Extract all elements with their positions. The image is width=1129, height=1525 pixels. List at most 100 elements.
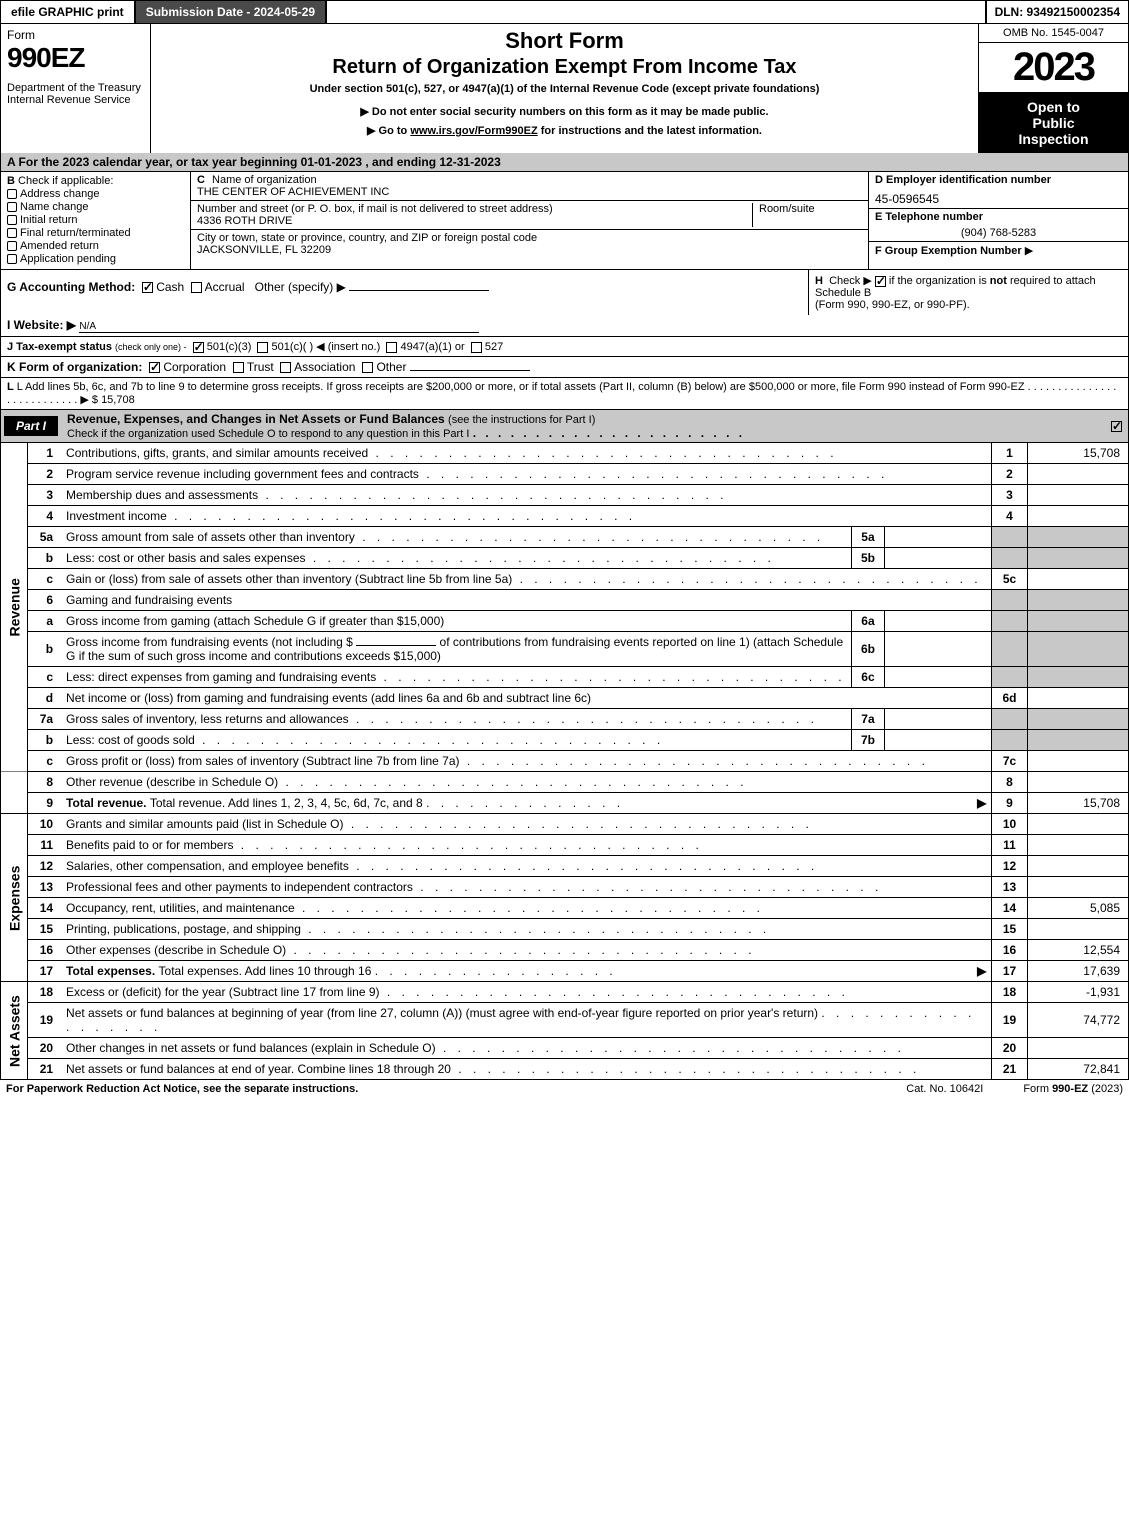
chk-initial-return[interactable]: Initial return [7, 214, 184, 226]
line-rnum: 11 [992, 835, 1027, 856]
line-rval-shade [1027, 632, 1128, 667]
accrual-label: Accrual [205, 280, 245, 294]
topbar: efile GRAPHIC print Submission Date - 20… [0, 0, 1129, 24]
line-rval: 17,639 [1027, 961, 1128, 982]
dln-label: DLN: 93492150002354 [985, 1, 1128, 23]
line-rnum: 9 [992, 793, 1027, 814]
line-rnum: 8 [992, 772, 1027, 793]
chk-cash[interactable] [142, 282, 153, 293]
chk-accrual[interactable] [191, 282, 202, 293]
line-rval-shade [1027, 709, 1128, 730]
line-rval: 12,554 [1027, 940, 1128, 961]
line-rval-shade [1027, 611, 1128, 632]
chk-501c[interactable] [257, 342, 268, 353]
line-num: a [28, 611, 62, 632]
line-num: c [28, 667, 62, 688]
l-amount: $ 15,708 [92, 394, 135, 406]
line-rnum: 19 [992, 1003, 1027, 1038]
line-rnum: 7c [992, 751, 1027, 772]
line-rval [1027, 856, 1128, 877]
netassets-sidelabel: Net Assets [1, 982, 28, 1080]
row-k-form-of-org: K Form of organization: Corporation Trus… [0, 356, 1129, 377]
line-midval [885, 667, 992, 688]
line-desc: Total expenses. Total expenses. Add line… [61, 961, 992, 982]
inspect-line3: Inspection [983, 131, 1124, 147]
line-desc: Printing, publications, postage, and shi… [61, 919, 992, 940]
street-value: 4336 ROTH DRIVE [197, 215, 292, 227]
line-desc: Membership dues and assessments [61, 485, 992, 506]
line-rval [1027, 919, 1128, 940]
line-num: c [28, 751, 62, 772]
opt-501c-insert: ◀ (insert no.) [316, 341, 380, 353]
line-rval [1027, 506, 1128, 527]
line-midval [885, 548, 992, 569]
line-rval [1027, 464, 1128, 485]
irs-link[interactable]: www.irs.gov/Form990EZ [410, 125, 537, 137]
line-num: 11 [28, 835, 62, 856]
chk-application-pending[interactable]: Application pending [7, 253, 184, 265]
chk-association[interactable] [280, 362, 291, 373]
part1-title: Revenue, Expenses, and Changes in Net As… [67, 412, 445, 426]
line-desc: Gain or (loss) from sale of assets other… [61, 569, 992, 590]
line-num: 5a [28, 527, 62, 548]
line-midnum: 7b [851, 730, 885, 751]
h-text4: (Form 990, 990-EZ, or 990-PF). [815, 299, 970, 311]
inspect-line1: Open to [983, 99, 1124, 115]
opt-501c3: 501(c)(3) [207, 341, 252, 353]
line-rnum: 12 [992, 856, 1027, 877]
chk-other-org[interactable] [362, 362, 373, 373]
city-value: JACKSONVILLE, FL 32209 [197, 244, 331, 256]
page-footer: For Paperwork Reduction Act Notice, see … [0, 1080, 1129, 1098]
chk-final-return[interactable]: Final return/terminated [7, 227, 184, 239]
line-midval [885, 632, 992, 667]
opt-4947: 4947(a)(1) or [400, 341, 464, 353]
part1-sub: Check if the organization used Schedule … [67, 428, 469, 440]
f-label: F Group Exemption Number [875, 245, 1022, 257]
j-label: J Tax-exempt status [7, 341, 112, 353]
g-left: G Accounting Method: Cash Accrual Other … [1, 270, 808, 315]
line-desc: Net income or (loss) from gaming and fun… [61, 688, 992, 709]
c-letter: C [197, 174, 205, 186]
h-text2: if the organization is [889, 275, 990, 287]
chk-501c3[interactable] [193, 342, 204, 353]
col-c-org-info: C Name of organization THE CENTER OF ACH… [191, 172, 868, 269]
header-left: Form 990EZ Department of the Treasury In… [1, 24, 151, 153]
efile-print-button[interactable]: efile GRAPHIC print [1, 1, 136, 23]
line-rval: -1,931 [1027, 982, 1128, 1003]
line-midnum: 6a [851, 611, 885, 632]
chk-4947[interactable] [386, 342, 397, 353]
line-rnum: 10 [992, 814, 1027, 835]
section-bcd: B Check if applicable: Address change Na… [0, 172, 1129, 270]
chk-corporation[interactable] [149, 362, 160, 373]
line-rval [1027, 688, 1128, 709]
line-rval [1027, 1038, 1128, 1059]
chk-address-change[interactable]: Address change [7, 188, 184, 200]
line-midnum: 6b [851, 632, 885, 667]
topbar-spacer [327, 1, 984, 23]
line-rval [1027, 772, 1128, 793]
inspect-line2: Public [983, 115, 1124, 131]
line-rnum: 6d [992, 688, 1027, 709]
line-num: c [28, 569, 62, 590]
chk-527[interactable] [471, 342, 482, 353]
submission-date-button[interactable]: Submission Date - 2024-05-29 [136, 1, 327, 23]
chk-trust[interactable] [233, 362, 244, 373]
subtitle: Under section 501(c), 527, or 4947(a)(1)… [161, 83, 968, 95]
chk-schedule-b-not-required[interactable] [875, 276, 886, 287]
line-num: 18 [28, 982, 62, 1003]
dept-treasury: Department of the Treasury [7, 82, 144, 94]
line-desc: Other changes in net assets or fund bala… [61, 1038, 992, 1059]
line-desc: Occupancy, rent, utilities, and maintena… [61, 898, 992, 919]
line-rnum: 18 [992, 982, 1027, 1003]
opt-corporation: Corporation [163, 360, 226, 374]
line-num: 3 [28, 485, 62, 506]
line-num: 8 [28, 772, 62, 793]
line-midnum: 5a [851, 527, 885, 548]
chk-schedule-o-part1[interactable] [1111, 421, 1122, 432]
line-rval-shade [1027, 667, 1128, 688]
chk-amended-return[interactable]: Amended return [7, 240, 184, 252]
line-desc: Professional fees and other payments to … [61, 877, 992, 898]
b-label: Check if applicable: [18, 175, 113, 187]
short-form-title: Short Form [161, 28, 968, 54]
chk-name-change[interactable]: Name change [7, 201, 184, 213]
